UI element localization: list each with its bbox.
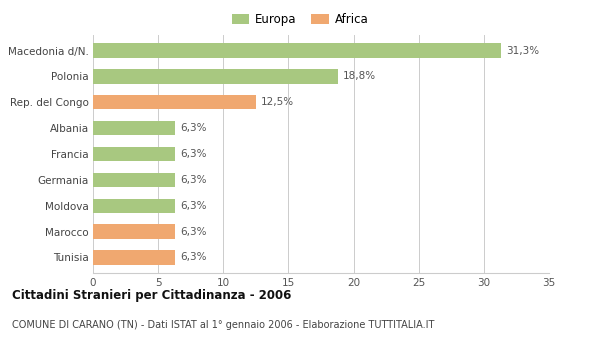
Text: 6,3%: 6,3% xyxy=(180,149,207,159)
Bar xyxy=(93,43,501,58)
Legend: Europa, Africa: Europa, Africa xyxy=(232,13,368,26)
Text: 6,3%: 6,3% xyxy=(180,226,207,237)
Text: 31,3%: 31,3% xyxy=(506,46,539,56)
Text: 12,5%: 12,5% xyxy=(261,97,294,107)
Bar xyxy=(93,224,175,239)
Text: 6,3%: 6,3% xyxy=(180,201,207,211)
Bar xyxy=(93,173,175,187)
Bar xyxy=(93,147,175,161)
Bar xyxy=(93,95,256,109)
Text: Cittadini Stranieri per Cittadinanza - 2006: Cittadini Stranieri per Cittadinanza - 2… xyxy=(12,289,292,302)
Bar xyxy=(93,250,175,265)
Bar xyxy=(93,69,338,84)
Text: 6,3%: 6,3% xyxy=(180,123,207,133)
Text: 6,3%: 6,3% xyxy=(180,252,207,262)
Text: 6,3%: 6,3% xyxy=(180,175,207,185)
Text: COMUNE DI CARANO (TN) - Dati ISTAT al 1° gennaio 2006 - Elaborazione TUTTITALIA.: COMUNE DI CARANO (TN) - Dati ISTAT al 1°… xyxy=(12,320,434,330)
Text: 18,8%: 18,8% xyxy=(343,71,376,82)
Bar xyxy=(93,198,175,213)
Bar xyxy=(93,121,175,135)
